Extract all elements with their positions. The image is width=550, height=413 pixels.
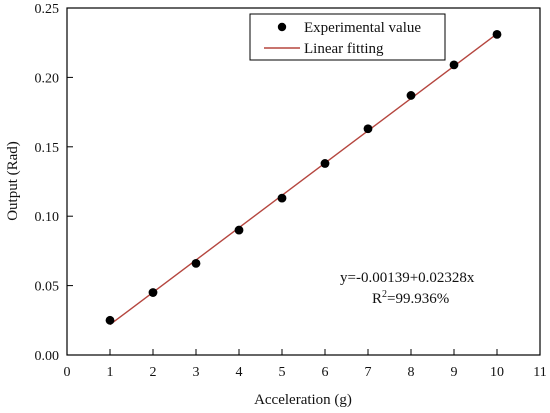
x-tick-label: 11	[533, 365, 546, 380]
data-point	[406, 91, 416, 100]
legend: Experimental value Linear fitting	[249, 13, 446, 61]
x-tick-label: 9	[451, 365, 458, 380]
y-tick-label: 0.20	[35, 71, 60, 86]
data-point	[320, 159, 330, 168]
r-squared-value: =99.936%	[387, 291, 449, 307]
x-tick-label: 7	[365, 365, 372, 380]
data-point	[105, 315, 115, 325]
x-tick-label: 5	[279, 365, 286, 380]
r-squared-prefix: R	[372, 291, 382, 307]
plot-frame	[66, 7, 541, 356]
y-tick-label: 0.05	[35, 280, 60, 295]
legend-marker-experimental	[277, 22, 287, 32]
x-tick-label: 6	[322, 365, 329, 380]
x-tick-label: 10	[490, 365, 504, 380]
points-layer	[105, 29, 502, 325]
legend-label-experimental: Experimental value	[304, 20, 421, 36]
data-point	[492, 29, 502, 39]
fit-line	[109, 33, 498, 326]
x-tick-label: 1	[107, 365, 114, 380]
y-tick-label: 0.00	[35, 349, 60, 364]
fit-line-layer	[109, 33, 498, 326]
x-axis-label: Acceleration (g)	[254, 392, 352, 408]
data-point	[234, 225, 244, 235]
legend-box	[249, 13, 446, 61]
data-point	[363, 124, 373, 134]
x-tick-label: 2	[150, 365, 157, 380]
y-axis-label: Output (Rad)	[5, 141, 21, 221]
x-tick-label: 8	[408, 365, 415, 380]
y-axis-ticks: 0.00 0.05 0.10 0.15 0.20 0.25	[35, 2, 73, 364]
y-tick-label: 0.15	[35, 141, 60, 156]
data-point	[148, 288, 158, 297]
data-point	[449, 60, 459, 70]
equation-annotation: y=-0.00139+0.02328x	[340, 270, 475, 286]
x-tick-label: 4	[236, 365, 243, 380]
data-point	[277, 193, 287, 203]
x-tick-label: 3	[193, 365, 200, 380]
x-tick-label: 0	[64, 365, 71, 380]
r-squared-superscript: 2	[382, 289, 387, 300]
r-squared-annotation: R2=99.936%	[372, 289, 449, 307]
legend-label-fit: Linear fitting	[304, 41, 384, 57]
x-axis-ticks: 0 1 2 3 4 5 6 7 8 9 10 11	[64, 349, 547, 380]
data-point	[191, 258, 201, 268]
y-tick-label: 0.10	[35, 210, 60, 225]
y-tick-label: 0.25	[35, 2, 60, 17]
